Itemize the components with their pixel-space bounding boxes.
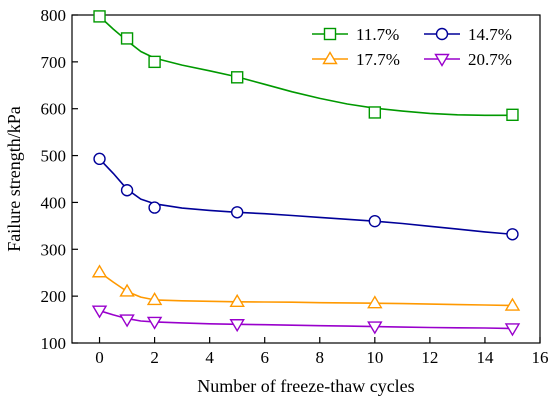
series-0 (93, 10, 519, 122)
x-tick-label: 8 (316, 348, 325, 367)
x-tick-label: 4 (205, 348, 214, 367)
data-point (93, 152, 106, 166)
data-point (119, 314, 135, 328)
series-layer (91, 10, 521, 337)
series-3 (91, 305, 521, 337)
legend-label: 14.7% (468, 25, 512, 44)
data-point (148, 55, 161, 69)
legend-item: 14.7% (424, 25, 512, 44)
data-point (119, 283, 135, 297)
data-point (91, 305, 108, 319)
data-point (368, 214, 382, 228)
data-point (229, 319, 245, 333)
plot-frame (71, 14, 541, 344)
data-point (368, 106, 382, 119)
data-point (506, 228, 519, 241)
legend-marker (435, 27, 449, 41)
data-point (120, 184, 134, 197)
y-axis: 100 200 300 400 500 600 700 800 (41, 6, 78, 353)
y-tick-label: 100 (41, 334, 67, 353)
x-tick-label: 6 (260, 348, 269, 367)
legend-marker (323, 27, 337, 41)
series-line (98, 15, 513, 117)
series-1 (93, 152, 519, 241)
x-tick-label: 16 (532, 348, 549, 367)
data-point (148, 201, 161, 214)
series-2 (91, 264, 521, 311)
y-tick-label: 500 (41, 147, 67, 166)
legend-marker (434, 53, 450, 67)
legend-marker (322, 51, 338, 65)
y-tick-label: 600 (41, 100, 67, 119)
x-tick-label: 12 (421, 348, 438, 367)
legend-item: 11.7% (312, 25, 399, 44)
x-tick-label: 2 (150, 348, 159, 367)
x-tick-label: 0 (95, 348, 104, 367)
data-point (230, 206, 244, 219)
series-line (99, 309, 513, 330)
x-axis-title: Number of freeze-thaw cycles (197, 376, 414, 396)
legend-label: 20.7% (468, 50, 512, 69)
legend-item: 20.7% (424, 50, 512, 69)
data-point (229, 293, 245, 307)
data-point (91, 264, 108, 278)
series-line (98, 158, 513, 236)
x-tick-label: 14 (476, 348, 494, 367)
data-point (504, 323, 521, 337)
y-tick-label: 700 (41, 53, 67, 72)
data-point (367, 295, 383, 309)
y-axis-title: Failure strength/kPa (4, 106, 24, 251)
data-point (504, 297, 521, 311)
data-point (506, 108, 519, 122)
series-line (99, 271, 513, 307)
y-tick-label: 300 (41, 240, 67, 259)
legend: 11.7% 14.7% 17.7% 20.7% (312, 25, 512, 69)
data-point (367, 321, 383, 335)
legend-item: 17.7% (312, 50, 400, 69)
x-axis: 0 2 4 6 8 10 12 14 16 (95, 337, 549, 367)
x-tick-label: 10 (366, 348, 383, 367)
data-point (93, 10, 106, 23)
data-point (120, 32, 134, 45)
legend-label: 11.7% (356, 25, 399, 44)
data-point (146, 316, 163, 330)
y-tick-label: 200 (41, 287, 67, 306)
y-tick-label: 400 (41, 193, 67, 212)
plot-area (71, 14, 541, 344)
y-tick-label: 800 (41, 6, 67, 25)
legend-label: 17.7% (356, 50, 400, 69)
data-point (146, 292, 163, 306)
data-point (230, 71, 244, 84)
